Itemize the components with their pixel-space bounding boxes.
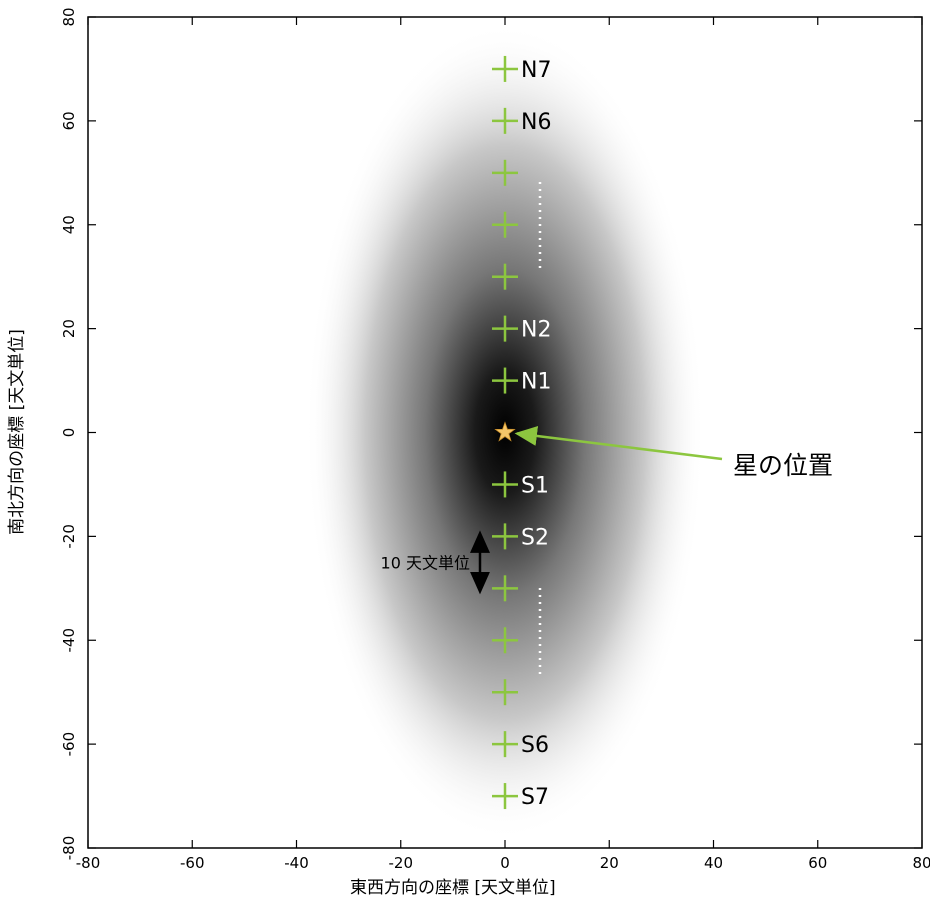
annotation-label: 星の位置 bbox=[733, 451, 833, 480]
y-axis-label: 南北方向の座標 [天文単位] bbox=[7, 329, 27, 535]
point-label: S1 bbox=[521, 473, 549, 498]
y-tick-label: -20 bbox=[60, 524, 78, 549]
x-tick-label: -40 bbox=[284, 854, 309, 872]
y-tick-label: 40 bbox=[60, 215, 78, 234]
x-tick-label: -60 bbox=[180, 854, 205, 872]
point-label: S6 bbox=[521, 733, 549, 758]
position-marker bbox=[492, 263, 518, 290]
x-tick-label: 20 bbox=[600, 854, 619, 872]
y-tick-label: 60 bbox=[60, 111, 78, 130]
position-marker bbox=[492, 367, 518, 394]
point-label: N1 bbox=[521, 370, 551, 395]
position-marker bbox=[492, 471, 518, 498]
x-tick-label: -20 bbox=[389, 854, 414, 872]
position-marker bbox=[492, 315, 518, 342]
y-tick-label: 20 bbox=[60, 319, 78, 338]
x-tick-label: -80 bbox=[76, 854, 101, 872]
x-tick-label: 0 bbox=[500, 854, 510, 872]
x-tick-label: 60 bbox=[808, 854, 827, 872]
position-marker bbox=[492, 575, 518, 602]
x-tick-label: 80 bbox=[912, 854, 930, 872]
point-label: S2 bbox=[521, 525, 549, 550]
position-marker bbox=[492, 731, 518, 758]
y-tick-label: -60 bbox=[60, 732, 78, 757]
position-marker bbox=[492, 783, 518, 810]
y-tick-label: -40 bbox=[60, 628, 78, 653]
position-marker bbox=[492, 211, 518, 238]
position-marker bbox=[492, 523, 518, 550]
y-tick-label: 0 bbox=[60, 428, 78, 438]
position-marker bbox=[492, 679, 518, 706]
point-label: S7 bbox=[521, 785, 549, 810]
point-label: N7 bbox=[521, 58, 551, 83]
position-marker bbox=[492, 55, 518, 82]
y-tick-label: 80 bbox=[60, 7, 78, 26]
star-marker bbox=[494, 421, 516, 442]
y-tick-label: -80 bbox=[60, 836, 78, 861]
point-label: N2 bbox=[521, 318, 551, 343]
scale-bar-label: 10 天文単位 bbox=[381, 553, 470, 572]
x-tick-label: 40 bbox=[704, 854, 723, 872]
x-axis-label: 東西方向の座標 [天文単位] bbox=[350, 878, 556, 898]
position-marker bbox=[492, 107, 518, 134]
annotation-arrow bbox=[514, 426, 723, 461]
point-label: N6 bbox=[521, 110, 551, 135]
position-marker bbox=[492, 159, 518, 186]
position-marker bbox=[492, 627, 518, 654]
